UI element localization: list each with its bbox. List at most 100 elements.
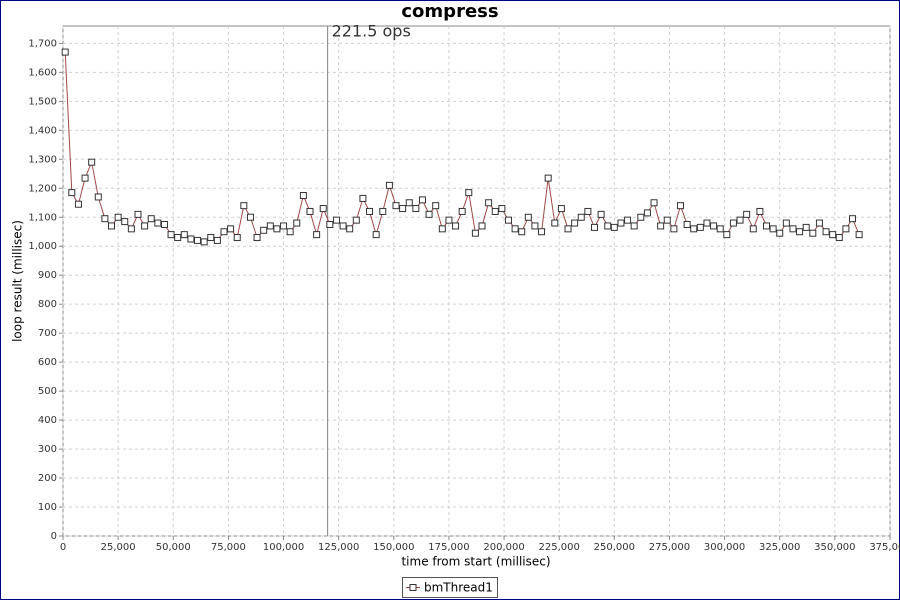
y-tick-label: 1,200 bbox=[28, 183, 57, 194]
x-tick-label: 375,000 bbox=[869, 542, 900, 553]
point bbox=[94, 193, 102, 201]
point bbox=[763, 222, 771, 230]
point bbox=[445, 216, 453, 224]
point bbox=[676, 202, 684, 210]
point bbox=[81, 174, 89, 182]
point bbox=[240, 202, 248, 210]
y-tick-label: 0 bbox=[51, 531, 57, 542]
point bbox=[729, 219, 737, 227]
point bbox=[577, 213, 585, 221]
point bbox=[829, 231, 837, 239]
y-tick-label: 1,500 bbox=[28, 96, 57, 107]
y-tick-label: 800 bbox=[38, 299, 57, 310]
point bbox=[180, 231, 188, 239]
point bbox=[121, 218, 129, 226]
point bbox=[504, 216, 512, 224]
x-tick-label: 325,000 bbox=[759, 542, 800, 553]
point bbox=[207, 234, 215, 242]
point bbox=[452, 222, 460, 230]
point bbox=[432, 202, 440, 210]
point bbox=[749, 225, 757, 233]
point bbox=[392, 202, 400, 210]
y-tick-label: 400 bbox=[38, 415, 57, 426]
y-tick-label: 1,600 bbox=[28, 67, 57, 78]
x-tick-label: 125,000 bbox=[318, 542, 359, 553]
point bbox=[167, 231, 175, 239]
point bbox=[346, 225, 354, 233]
point bbox=[511, 225, 519, 233]
point bbox=[716, 225, 724, 233]
x-tick-label: 225,000 bbox=[539, 542, 580, 553]
point bbox=[835, 234, 843, 242]
point bbox=[710, 222, 718, 230]
point bbox=[769, 225, 777, 233]
point bbox=[551, 219, 559, 227]
point bbox=[405, 199, 413, 207]
x-tick-label: 0 bbox=[60, 542, 66, 553]
y-tick-label: 1,400 bbox=[28, 125, 57, 136]
point bbox=[815, 219, 823, 227]
y-tick-label: 1,000 bbox=[28, 241, 57, 252]
x-tick-label: 275,000 bbox=[649, 542, 690, 553]
point bbox=[617, 219, 625, 227]
point bbox=[385, 181, 393, 189]
point bbox=[286, 228, 294, 236]
point bbox=[299, 192, 307, 200]
point bbox=[465, 189, 473, 197]
legend-marker bbox=[409, 584, 417, 591]
point bbox=[213, 236, 221, 244]
point bbox=[855, 231, 863, 239]
plot-area bbox=[62, 25, 891, 537]
point bbox=[491, 207, 499, 215]
x-tick-label: 100,000 bbox=[263, 542, 304, 553]
x-tick-label: 175,000 bbox=[428, 542, 469, 553]
x-tick-label: 50,000 bbox=[156, 542, 191, 553]
point bbox=[564, 225, 572, 233]
point bbox=[557, 205, 565, 213]
point bbox=[809, 229, 817, 237]
point bbox=[663, 216, 671, 224]
point bbox=[187, 235, 195, 243]
point bbox=[458, 207, 466, 215]
point bbox=[326, 220, 334, 228]
y-tick-label: 200 bbox=[38, 473, 57, 484]
point bbox=[796, 228, 804, 236]
point bbox=[531, 222, 539, 230]
point bbox=[108, 222, 116, 230]
point bbox=[743, 210, 751, 218]
point bbox=[789, 225, 797, 233]
point bbox=[802, 223, 810, 231]
point bbox=[597, 210, 605, 218]
point bbox=[524, 213, 532, 221]
point bbox=[498, 205, 506, 213]
y-tick-label: 1,100 bbox=[28, 212, 57, 223]
point bbox=[782, 219, 790, 227]
point bbox=[88, 158, 96, 166]
point bbox=[571, 219, 579, 227]
point bbox=[359, 194, 367, 202]
point bbox=[624, 216, 632, 224]
point bbox=[604, 222, 612, 230]
point bbox=[590, 223, 598, 231]
point bbox=[253, 234, 261, 242]
point bbox=[233, 234, 241, 242]
point bbox=[74, 200, 82, 208]
point bbox=[630, 222, 638, 230]
point bbox=[822, 228, 830, 236]
point bbox=[690, 225, 698, 233]
point bbox=[736, 216, 744, 224]
x-tick-label: 75,000 bbox=[211, 542, 246, 553]
legend-label: bmThread1 bbox=[424, 581, 493, 595]
point bbox=[266, 222, 274, 230]
point bbox=[842, 225, 850, 233]
point bbox=[478, 222, 486, 230]
point bbox=[134, 210, 142, 218]
point bbox=[538, 228, 546, 236]
legend bbox=[402, 577, 498, 598]
x-tick-label: 200,000 bbox=[483, 542, 524, 553]
point bbox=[643, 209, 651, 217]
point bbox=[776, 229, 784, 237]
point bbox=[174, 234, 182, 242]
point bbox=[154, 219, 162, 227]
point bbox=[339, 222, 347, 230]
